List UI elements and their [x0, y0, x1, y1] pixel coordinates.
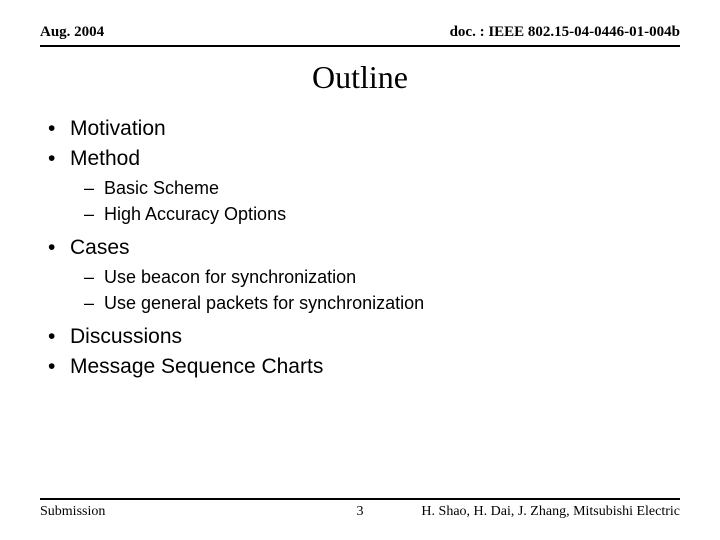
bullet-motivation: Motivation [70, 114, 680, 144]
subbullet-basic-scheme: Basic Scheme [104, 175, 680, 201]
bullet-discussions: Discussions [70, 322, 680, 352]
slide-header: Aug. 2004 doc. : IEEE 802.15-04-0446-01-… [40, 24, 680, 47]
footer-center-page-number: 3 [40, 504, 680, 520]
subbullet-beacon-sync: Use beacon for synchronization [104, 264, 680, 290]
slide-content: Motivation Method Basic Scheme High Accu… [40, 114, 680, 383]
slide-title: Outline [40, 59, 680, 96]
bullet-msc: Message Sequence Charts [70, 352, 680, 382]
bullet-method: Method [70, 144, 680, 174]
header-right-doc-id: doc. : IEEE 802.15-04-0446-01-004b [450, 24, 680, 41]
slide-footer: Submission 3 H. Shao, H. Dai, J. Zhang, … [40, 498, 680, 520]
slide: Aug. 2004 doc. : IEEE 802.15-04-0446-01-… [0, 0, 720, 540]
subbullet-general-packets-sync: Use general packets for synchronization [104, 290, 680, 316]
bullet-cases: Cases [70, 233, 680, 263]
subbullet-high-accuracy: High Accuracy Options [104, 201, 680, 227]
header-left-date: Aug. 2004 [40, 24, 104, 41]
